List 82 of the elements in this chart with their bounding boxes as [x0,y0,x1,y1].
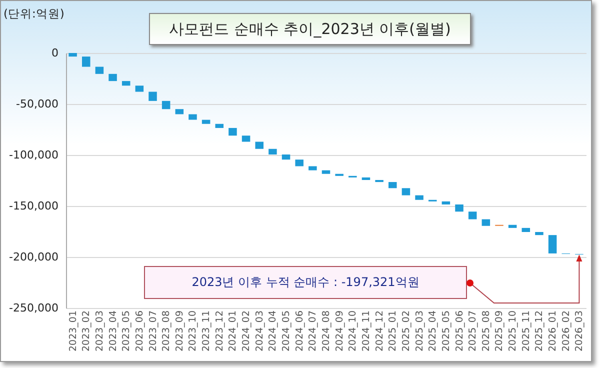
x-tick-label: 2023_02 [81,310,92,352]
bar [455,204,464,212]
x-tick-label: 2023_05 [121,310,132,352]
bar [535,232,544,236]
bar [215,124,224,128]
bar [468,212,477,220]
bar [68,53,77,57]
x-tick-label: 2023_08 [161,310,172,352]
bar [122,81,130,86]
bar [95,66,104,74]
bar [375,180,384,182]
bar [508,224,517,228]
bar [268,148,277,154]
x-tick-label: 2024_07 [308,310,319,352]
bar [188,114,197,120]
x-tick-label: 2025_02 [400,310,412,352]
x-tick-label: 2025_11 [520,310,532,352]
x-tick-label: 2024_12 [374,310,386,352]
bar [255,142,264,149]
x-tick-label: 2024_10 [348,310,359,352]
annotation: 2023년 이후 누적 순매수 : -197,321억원 [192,275,420,289]
bar [282,154,290,160]
bar [362,177,370,180]
x-tick-label: 2023_03 [94,310,106,352]
bar [82,56,90,67]
x-tick-label: 2024_01 [228,310,239,352]
x-tick-label: 2026_03 [574,310,586,352]
bar [548,235,557,254]
y-tick-label: 0 [52,46,58,60]
x-tick-label: 2023_12 [214,310,226,352]
x-tick-label: 2023_07 [148,310,159,352]
x-tick-label: 2025_08 [480,310,492,352]
bar [322,170,330,174]
x-tick-label: 2023_01 [68,310,79,352]
bar [135,86,144,92]
bar [162,100,170,110]
x-tick-label: 2026_01 [548,310,559,352]
bar [522,228,530,232]
x-tick-label: 2025_10 [508,310,519,352]
x-tick-label: 2023_06 [134,310,146,352]
y-tick-label: -100,000 [9,148,58,162]
bar [295,160,304,166]
x-tick-label: 2024_08 [321,310,332,352]
chart-title: 사모펀드 순매수 추이_2023년 이후(월별) [149,13,471,45]
text-box: 2023년 이후 누적 순매수 : -197,321억원 [144,266,467,299]
x-tick-label: 2024_06 [294,310,306,352]
x-tick-label: 2025_09 [494,310,506,352]
bar [402,188,410,196]
y-tick-label: -150,000 [9,200,58,212]
y-tick-label: -250,000 [9,302,58,314]
bar [148,92,157,101]
bar [108,74,117,82]
x-tick-label: 2024_05 [281,310,292,352]
x-tick-label: 2023_09 [174,310,186,352]
x-tick-label: 2024_03 [254,310,266,352]
x-tick-label: 2025_06 [454,310,466,352]
bar [308,166,317,170]
bar [175,109,184,114]
x-tick-label: 2025_05 [440,310,452,352]
x-tick-label: 2024_09 [334,310,346,352]
bar [242,136,250,142]
x-tick-label: 2023_10 [188,310,199,352]
bar [202,120,210,124]
bar [442,201,450,204]
x-tick-label: 2025_12 [534,310,546,352]
bar [388,182,397,188]
x-tick-label: 2024_02 [241,310,252,352]
x-tick-label: 2025_01 [388,310,399,352]
x-tick-label: 2023_11 [201,310,212,352]
x-tick-label: 2025_04 [428,310,439,352]
x-tick-label: 2023_04 [108,310,119,352]
bar [228,128,237,136]
bar [415,195,424,200]
bar [482,219,490,226]
y-tick-label: -50,000 [16,98,58,110]
x-tick-label: 2024_11 [360,310,372,352]
x-tick-label: 2024_04 [268,310,279,352]
x-tick-label: 2025_07 [468,310,479,352]
x-tick-label: 2025_03 [414,310,426,352]
y-tick-label: -200,000 [9,250,58,264]
y-axis-title: (단위:억원) [4,6,64,20]
x-tick-label: 2026_02 [560,310,572,352]
